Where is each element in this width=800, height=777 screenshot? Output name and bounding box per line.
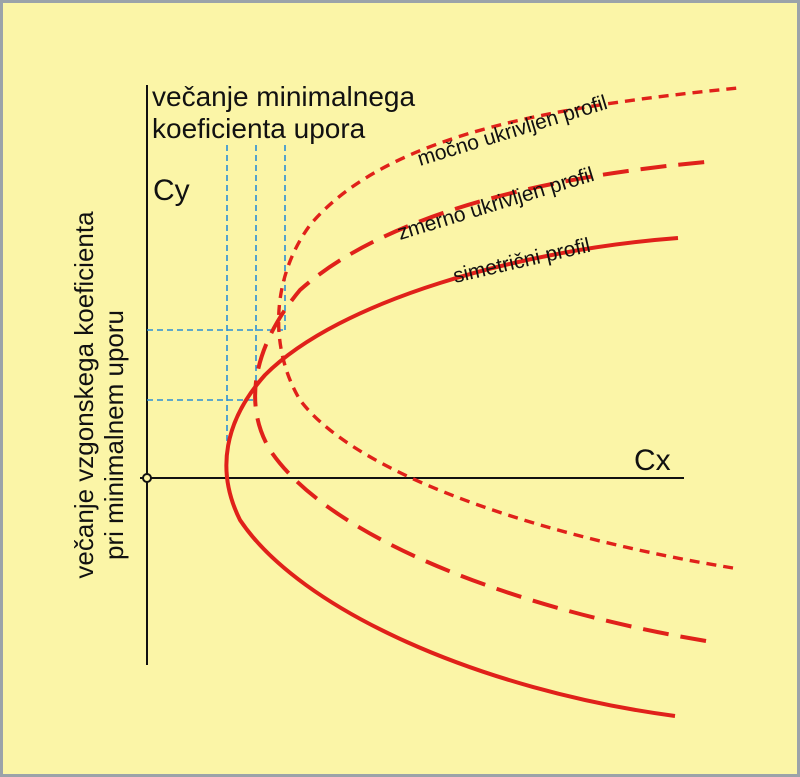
curve-mocno xyxy=(276,86,739,570)
curve-zmerno xyxy=(253,160,707,643)
label-mocno: močno ukrivljen profil xyxy=(415,91,610,171)
label-simetricni: simetrični profil xyxy=(451,234,593,288)
axis-x-label: Cx xyxy=(634,444,671,477)
side-label-line1: večanje vzgonskega koeficienta xyxy=(69,211,99,579)
curve-simetricni xyxy=(224,236,679,718)
guide-lines xyxy=(147,145,286,445)
label-zmerno: zmerno ukrivljen profil xyxy=(395,163,597,245)
diagram-background xyxy=(3,3,797,774)
origin-marker xyxy=(142,473,152,483)
top-label-line2: koeficienta upora xyxy=(152,113,366,144)
axis-y-label: Cy xyxy=(153,174,190,207)
top-label-line1: večanje minimalnega xyxy=(152,81,415,112)
side-label-line2: pri minimalnem uporu xyxy=(99,310,129,560)
